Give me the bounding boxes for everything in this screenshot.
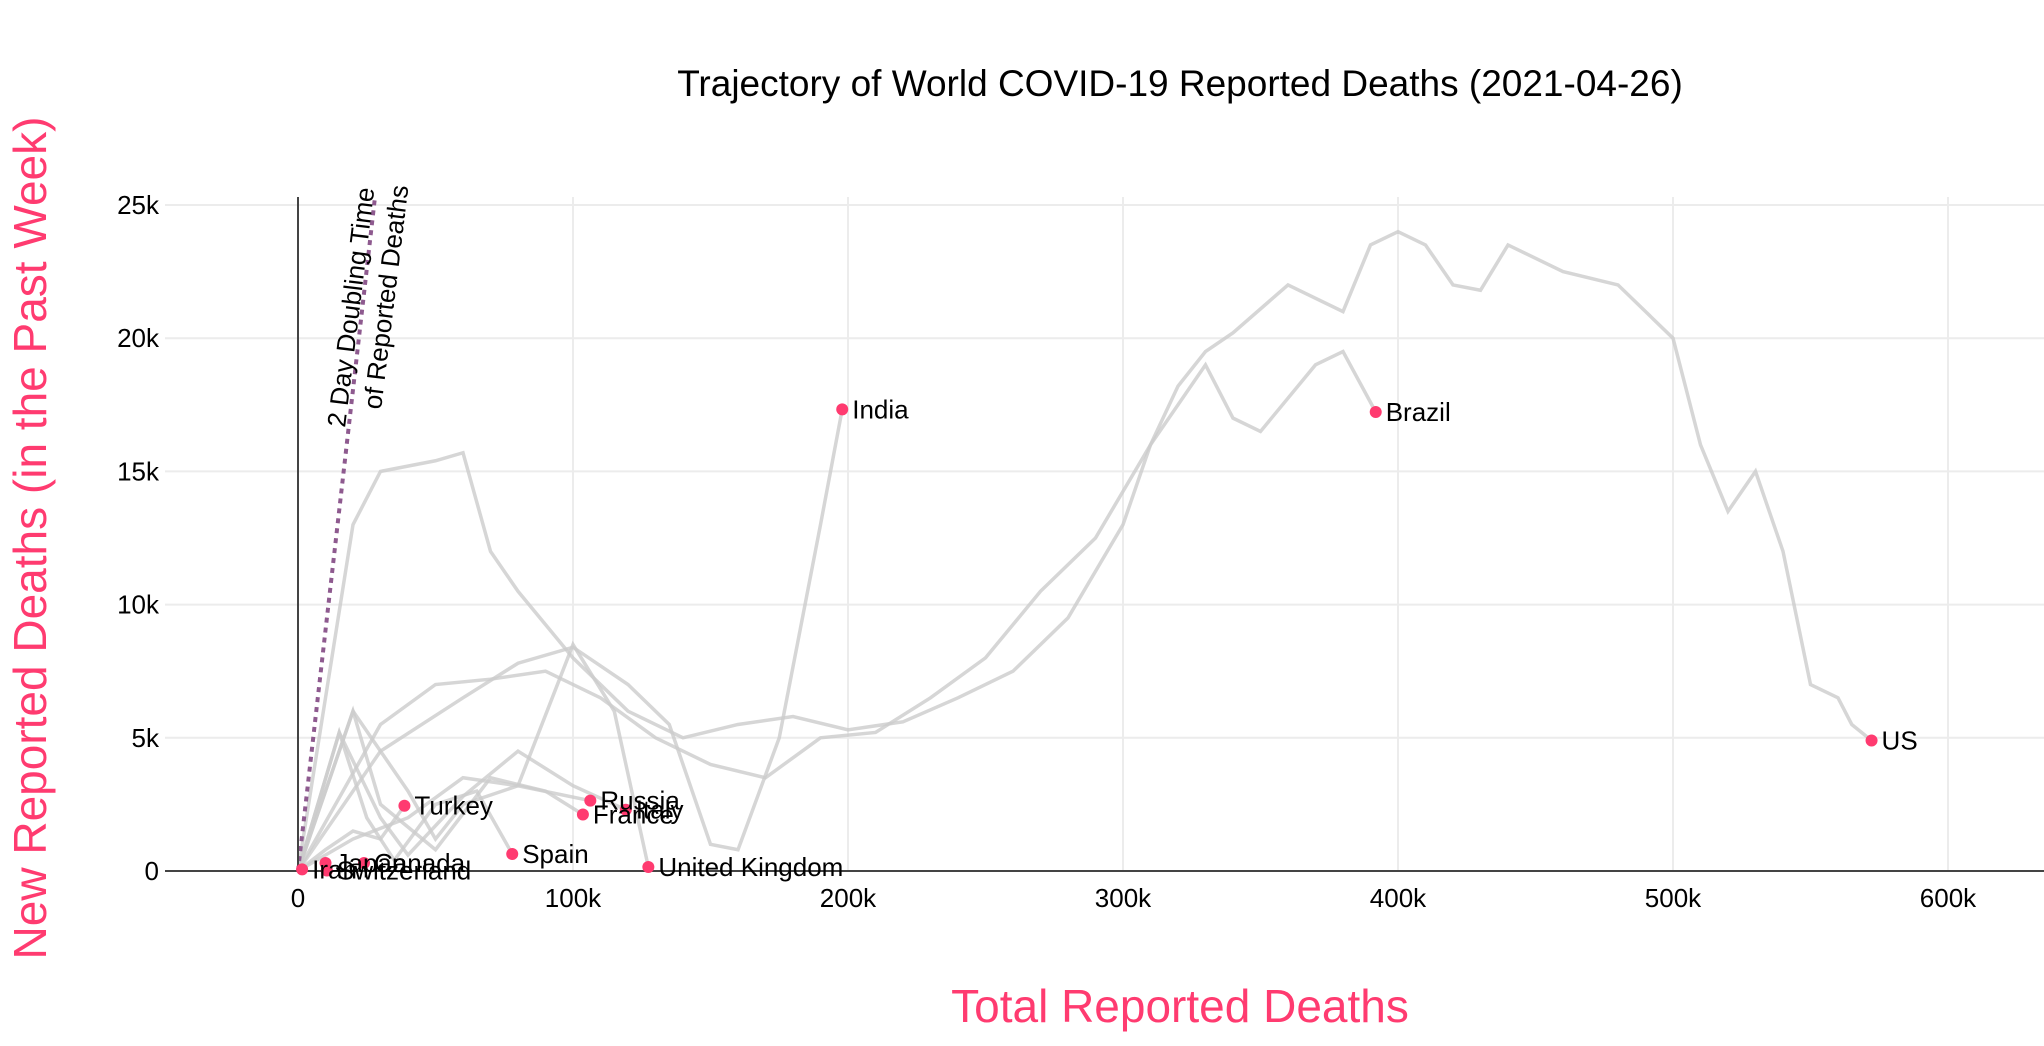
point-label: Canada xyxy=(374,848,466,878)
trace-line xyxy=(296,640,651,872)
x-tick-label: 600k xyxy=(1920,883,1977,913)
trace-line xyxy=(296,349,1378,872)
point-label: Turkey xyxy=(414,791,493,821)
x-tick-label: 300k xyxy=(1095,883,1152,913)
point-marker xyxy=(619,803,632,816)
y-tick-label: 15k xyxy=(117,456,160,486)
x-axis-label: Total Reported Deaths xyxy=(951,980,1409,1032)
grid xyxy=(165,197,2044,871)
point-label: US xyxy=(1882,725,1918,755)
point-marker xyxy=(358,857,370,870)
reference-line-path xyxy=(296,196,377,872)
point-marker xyxy=(576,808,589,821)
point-label: Brazil xyxy=(1386,397,1451,427)
x-tick-label: 100k xyxy=(545,883,602,913)
trace-line xyxy=(296,409,844,872)
point-marker xyxy=(1369,405,1382,418)
points: US Brazil India United Kingdom ItalyRussiaFr… xyxy=(296,394,1918,885)
point-marker xyxy=(836,403,849,416)
y-axis-label: New Reported Deaths (in the Past Week) xyxy=(4,117,56,960)
point-marker xyxy=(642,861,655,874)
point-marker xyxy=(398,799,411,812)
x-tick-label: 400k xyxy=(1370,883,1427,913)
point-marker xyxy=(584,794,597,807)
x-tick-label: 0 xyxy=(291,883,305,913)
x-tick-label: 200k xyxy=(820,883,877,913)
point-label: Iran xyxy=(312,854,357,884)
point-marker xyxy=(506,847,519,860)
point-label: Russia xyxy=(600,786,680,816)
point-label: Italy xyxy=(636,795,684,825)
trace-line xyxy=(296,804,406,873)
y-tick-label: 0 xyxy=(145,856,159,886)
point-label: France xyxy=(593,800,674,830)
chart-title: Trajectory of World COVID-19 Reported De… xyxy=(677,63,1683,104)
x-tick-label: 500k xyxy=(1645,883,1702,913)
point-marker xyxy=(320,864,333,877)
trace-line xyxy=(296,726,514,872)
point-label: Switzerland xyxy=(337,855,471,885)
y-tick-label: 10k xyxy=(117,590,160,620)
trace-line xyxy=(296,229,1873,872)
traces xyxy=(296,229,1873,873)
point-label: Japan xyxy=(336,848,407,878)
point-marker xyxy=(1865,734,1878,747)
y-tick-label: 25k xyxy=(117,190,160,220)
trace-line xyxy=(297,775,591,873)
point-label: India xyxy=(852,394,909,424)
point-label: Spain xyxy=(522,839,589,869)
y-tick-label: 20k xyxy=(117,323,160,353)
axes: 0 5k 10k 15k 20k 25k 0 100k 200k 300k 400k 500k 600k xyxy=(117,190,2044,913)
point-marker xyxy=(296,863,309,876)
trace-line xyxy=(296,727,627,872)
point-label: United Kingdom xyxy=(658,852,843,882)
y-tick-label: 5k xyxy=(132,723,160,753)
